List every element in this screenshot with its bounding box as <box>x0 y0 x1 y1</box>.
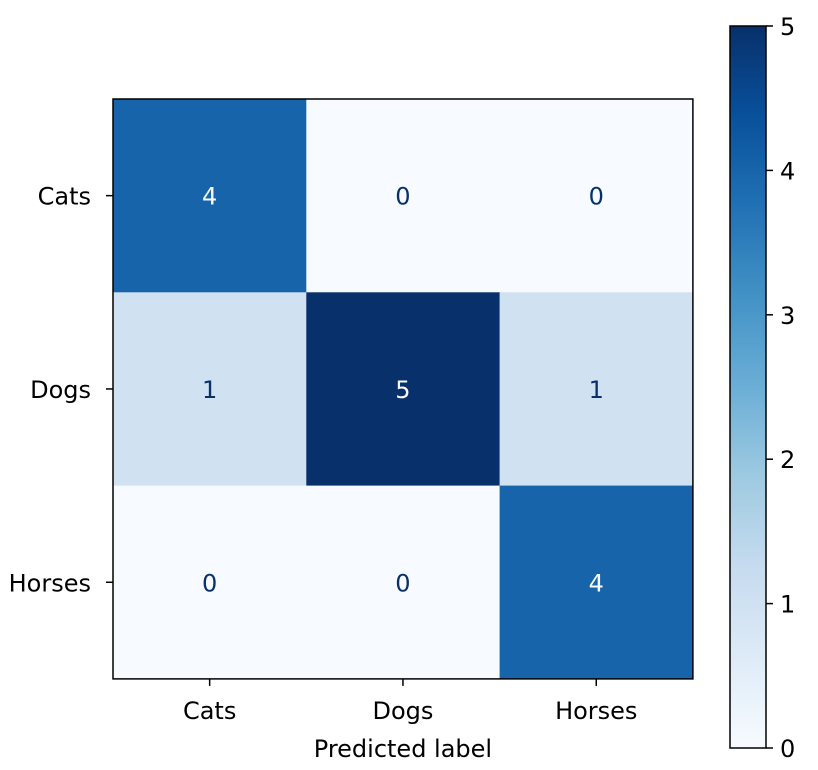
heatmap-cell-2-0 <box>113 485 307 680</box>
cell-value-0-2: 0 <box>589 183 604 211</box>
heatmap-cell-2-1 <box>306 485 501 680</box>
cell-value-1-2: 1 <box>589 376 604 404</box>
heatmap-cell-2-2 <box>499 485 694 680</box>
x-tick-label-0: Cats <box>183 697 236 725</box>
x-axis-ticks: Cats Dogs Horses <box>183 678 637 725</box>
colorbar-gradient <box>729 25 767 749</box>
y-tick-label-1: Dogs <box>30 376 91 404</box>
y-tick-label-2: Horses <box>9 569 91 597</box>
heatmap-cell-0-2 <box>499 99 694 293</box>
cell-value-2-0: 0 <box>202 569 217 597</box>
heatmap-cells <box>113 99 694 680</box>
colorbar-tick-label-0: 0 <box>780 735 795 763</box>
cell-value-0-0: 4 <box>202 183 217 211</box>
cell-value-labels: 4 0 0 1 5 1 0 0 4 <box>202 183 604 598</box>
x-axis-label: Predicted label <box>314 735 492 763</box>
heatmap-cell-0-1 <box>306 99 501 293</box>
colorbar-tick-label-1: 1 <box>780 591 795 619</box>
cell-value-1-0: 1 <box>202 376 217 404</box>
colorbar: 0 1 2 3 4 5 <box>729 13 795 763</box>
colorbar-tick-label-5: 5 <box>780 13 795 41</box>
colorbar-tick-label-2: 2 <box>780 446 795 474</box>
colorbar-tick-label-4: 4 <box>780 157 795 185</box>
colorbar-tick-label-3: 3 <box>780 302 795 330</box>
heatmap-cell-1-1 <box>306 292 501 487</box>
x-tick-label-2: Horses <box>555 697 637 725</box>
y-tick-label-0: Cats <box>38 183 91 211</box>
cell-value-1-1: 5 <box>395 376 410 404</box>
cell-value-0-1: 0 <box>395 183 410 211</box>
heatmap-cell-1-2 <box>499 292 694 487</box>
x-tick-label-1: Dogs <box>372 697 433 725</box>
cell-value-2-1: 0 <box>395 569 410 597</box>
heatmap-cell-1-0 <box>113 292 307 487</box>
heatmap-cell-0-0 <box>113 99 307 293</box>
y-axis-ticks: Cats Dogs Horses <box>9 183 113 597</box>
cell-value-2-2: 4 <box>589 569 604 597</box>
